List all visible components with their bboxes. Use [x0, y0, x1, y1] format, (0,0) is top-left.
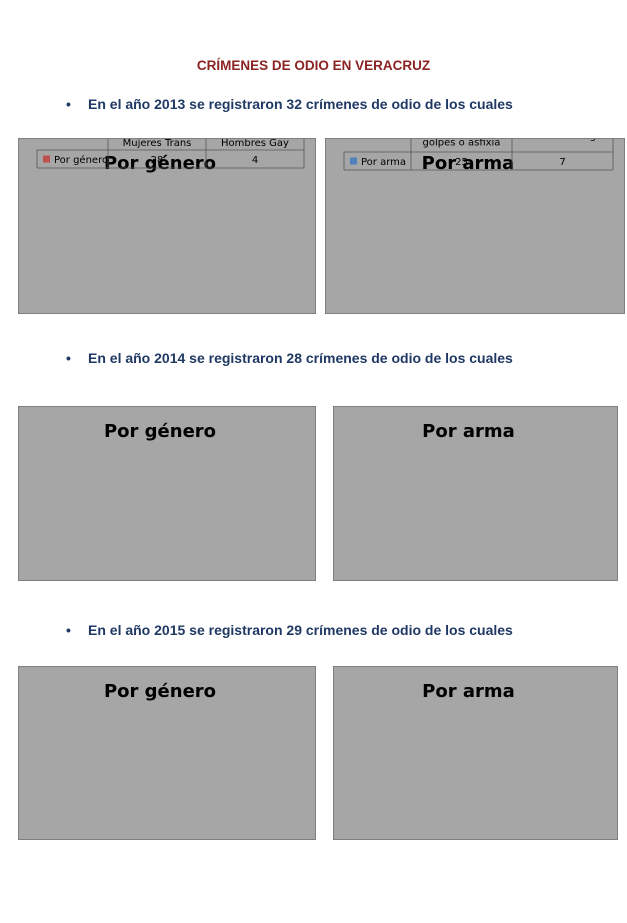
- chart-2014-por-genero: Por género0510152025Mujeres TransHombres…: [18, 406, 316, 581]
- chart-title: Por arma: [422, 421, 515, 442]
- bullet-2014: • En el año 2014 se registraron 28 crímen…: [66, 350, 513, 366]
- data-label: 4: [252, 155, 258, 166]
- chart-2013-por-arma: Por arma0102030Armas blancas,golpes o as…: [325, 138, 625, 314]
- data-label: 7: [559, 157, 565, 168]
- chart-svg: Por género0510152025Mujeres TransHombres…: [104, 421, 216, 442]
- bullet-symbol: •: [66, 96, 71, 112]
- series-name: Por género: [54, 154, 108, 166]
- series-name: Por arma: [361, 157, 406, 168]
- chart-title: Por género: [104, 681, 216, 702]
- bullet-symbol: •: [66, 622, 71, 638]
- bullet-text: En el año 2014 se registraron 28 crímene…: [88, 350, 513, 366]
- chart-2015-por-genero: Por género13.51414.51515.5Mujeres TransH…: [18, 666, 316, 840]
- chart-title: Por género: [104, 153, 216, 174]
- bullet-symbol: •: [66, 350, 71, 366]
- category-label: Hombres Gay: [221, 139, 289, 149]
- category-label: golpes o asfixia: [423, 139, 501, 149]
- chart-svg: Por arma0102030Armas blancas,golpes o as…: [343, 139, 614, 174]
- chart-title: Por arma: [422, 153, 515, 174]
- data-label: 28: [151, 155, 164, 166]
- chart-svg: Por arma05101520Armas blancas,golpes o a…: [422, 421, 515, 442]
- legend-key: [350, 157, 357, 165]
- chart-2014-por-arma: Por arma05101520Armas blancas,golpes o a…: [333, 406, 618, 581]
- y-tick-label: 0: [93, 139, 100, 141]
- data-label: 25: [455, 157, 468, 168]
- category-label: Armas de fuego: [523, 139, 602, 142]
- legend-key: [43, 155, 50, 163]
- chart-title: Por género: [104, 421, 216, 442]
- bullet-text: En el año 2013 se registraron 32 crímene…: [88, 96, 513, 112]
- chart-svg: Por arma05101520Armas blancas,golpes o a…: [422, 681, 515, 702]
- chart-2015-por-arma: Por arma05101520Armas blancas,golpes o a…: [333, 666, 618, 840]
- bullet-2013: • En el año 2013 se registraron 32 crímen…: [66, 96, 513, 112]
- chart-svg: Por género13.51414.51515.5Mujeres TransH…: [104, 681, 216, 702]
- bullet-2015: • En el año 2015 se registraron 29 crímen…: [66, 622, 513, 638]
- document-title: CRÍMENES DE ODIO EN VERACRUZ: [196, 58, 431, 73]
- bullet-text: En el año 2015 se registraron 29 crímene…: [88, 622, 513, 638]
- chart-title: Por arma: [422, 681, 515, 702]
- category-label: Mujeres Trans: [123, 139, 192, 149]
